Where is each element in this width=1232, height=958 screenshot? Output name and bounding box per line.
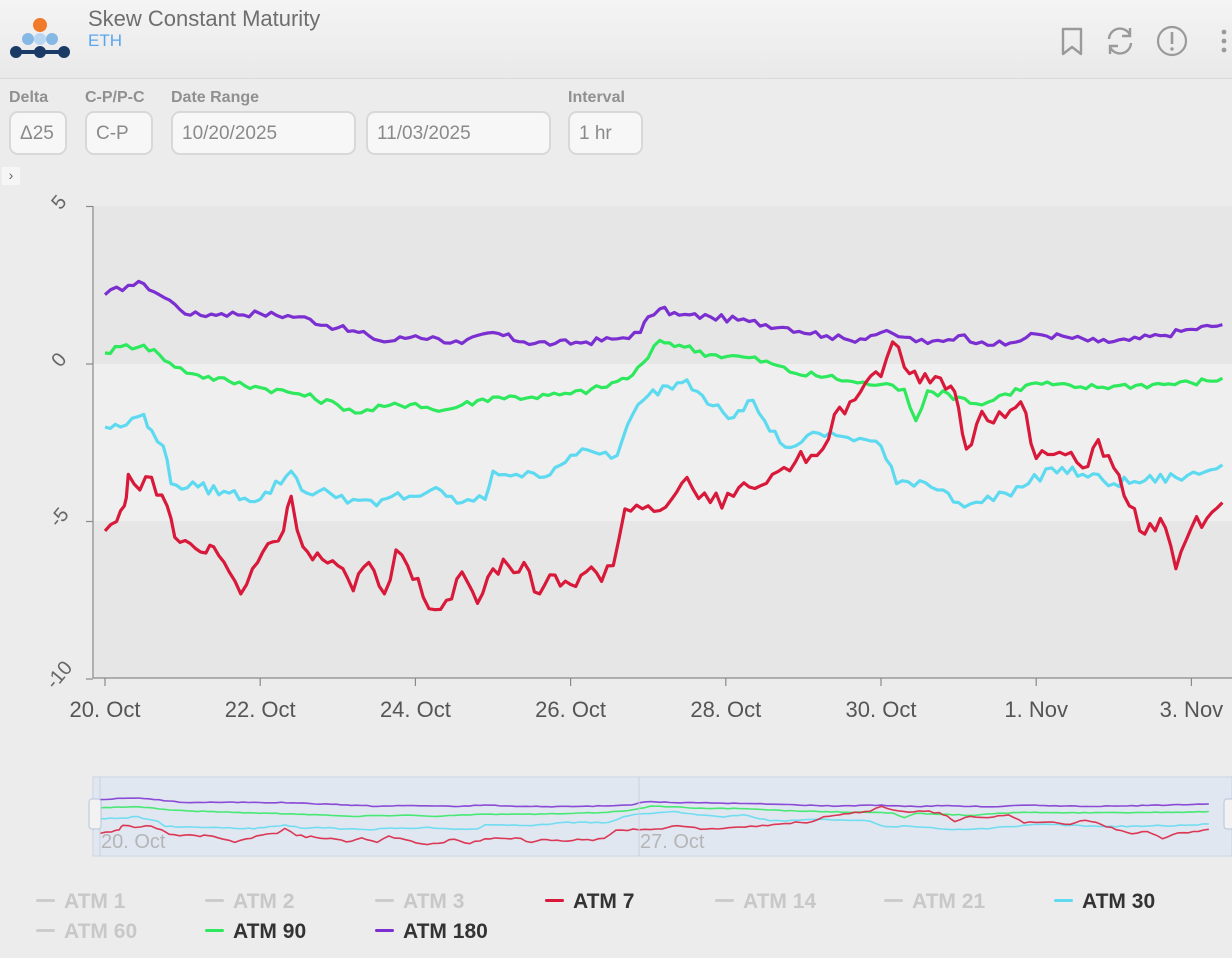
series-line-atm-90	[104, 338, 1224, 423]
asset-subtitle: ETH	[88, 31, 122, 50]
refresh-icon[interactable]	[1103, 24, 1137, 58]
x-tick-label: 22. Oct	[225, 697, 296, 722]
navigator-label: 20. Oct	[101, 831, 166, 853]
legend-item-atm-21[interactable]: ATM 21	[884, 890, 985, 914]
delta-select[interactable]: Δ25	[9, 111, 67, 155]
legend-swatch	[205, 928, 224, 932]
legend-swatch	[205, 898, 224, 902]
legend-item-atm-1[interactable]: ATM 1	[36, 890, 125, 914]
legend-item-atm-2[interactable]: ATM 2	[205, 890, 294, 914]
delta-label: Delta	[9, 89, 49, 106]
legend-label: ATM 7	[573, 890, 635, 913]
x-tick-label: 30. Oct	[846, 697, 917, 722]
x-tick-label: 26. Oct	[535, 697, 606, 722]
legend-label: ATM 180	[403, 920, 488, 943]
legend-swatch	[375, 898, 394, 902]
series-line-atm-7	[103, 340, 1224, 612]
end-date-input[interactable]: 11/03/2025	[366, 111, 551, 155]
legend-item-atm-3[interactable]: ATM 3	[375, 890, 464, 914]
legend-swatch	[884, 898, 903, 902]
legend-label: ATM 14	[743, 890, 817, 913]
x-tick-label: 3. Nov	[1160, 697, 1224, 722]
alert-icon[interactable]	[1155, 24, 1189, 58]
controls-bar: Delta Δ25 C-P/P-C C-P Date Range 10/20/2…	[0, 78, 1232, 170]
interval-select[interactable]: 1 hr	[568, 111, 643, 155]
legend-label: ATM 2	[233, 890, 295, 913]
x-tick-label: 20. Oct	[70, 697, 141, 722]
cp-select[interactable]: C-P	[85, 111, 153, 155]
series-line-atm-180	[103, 279, 1223, 347]
navigator-series-atm-7	[99, 805, 1209, 846]
more-icon[interactable]	[1212, 24, 1232, 58]
legend-swatch	[36, 898, 55, 902]
legend-label: ATM 21	[912, 890, 986, 913]
navigator-selection	[95, 779, 1230, 854]
navigator-handle[interactable]	[88, 798, 102, 830]
x-tick-label: 28. Oct	[690, 697, 761, 722]
y-tick-label: 0	[47, 349, 71, 372]
legend-item-atm-180[interactable]: ATM 180	[375, 920, 488, 944]
start-date-input[interactable]: 10/20/2025	[171, 111, 356, 155]
y-tick-label: 5	[47, 191, 71, 214]
legend-label: ATM 30	[1082, 890, 1156, 913]
app-logo-icon	[10, 18, 70, 58]
series-line-atm-30	[104, 378, 1224, 509]
legend-label: ATM 90	[233, 920, 307, 943]
navigator-series-atm-30	[99, 810, 1209, 831]
navigator-label: 27. Oct	[640, 831, 705, 853]
legend-item-atm-60[interactable]: ATM 60	[36, 920, 137, 944]
header: Skew Constant Maturity ETH	[0, 0, 1232, 79]
bookmark-icon[interactable]	[1055, 24, 1089, 58]
interval-label: Interval	[568, 89, 625, 106]
legend-swatch	[36, 928, 55, 932]
legend-item-atm-14[interactable]: ATM 14	[715, 890, 816, 914]
navigator-series-atm-180	[99, 797, 1209, 808]
legend-label: ATM 1	[64, 890, 126, 913]
page-title: Skew Constant Maturity	[88, 6, 321, 31]
legend-swatch	[375, 928, 394, 932]
legend-item-atm-7[interactable]: ATM 7	[545, 890, 634, 914]
legend-label: ATM 3	[403, 890, 465, 913]
legend-item-atm-90[interactable]: ATM 90	[205, 920, 306, 944]
y-tick-label: -10	[42, 657, 77, 693]
skew-chart: 5 0 -5 -10 20. Oct 22. Oct 24. Oct 26. Oct 28. O…	[42, 191, 1232, 857]
cp-label: C-P/P-C	[85, 89, 145, 106]
plot-band	[93, 521, 1232, 678]
legend-swatch	[545, 898, 564, 902]
legend-item-atm-30[interactable]: ATM 30	[1054, 890, 1155, 914]
expand-panel-chevron-icon[interactable]: ›	[2, 167, 20, 185]
y-tick-label: -5	[45, 504, 73, 532]
legend-swatch	[1054, 898, 1073, 902]
legend-label: ATM 60	[64, 920, 138, 943]
plot-band	[93, 206, 1232, 364]
legend-swatch	[715, 898, 734, 902]
date-range-label: Date Range	[171, 89, 260, 106]
x-tick-label: 24. Oct	[380, 697, 451, 722]
navigator-series-atm-90	[99, 805, 1209, 819]
navigator-handle[interactable]	[1223, 798, 1232, 830]
x-tick-label: 1. Nov	[1004, 697, 1068, 722]
